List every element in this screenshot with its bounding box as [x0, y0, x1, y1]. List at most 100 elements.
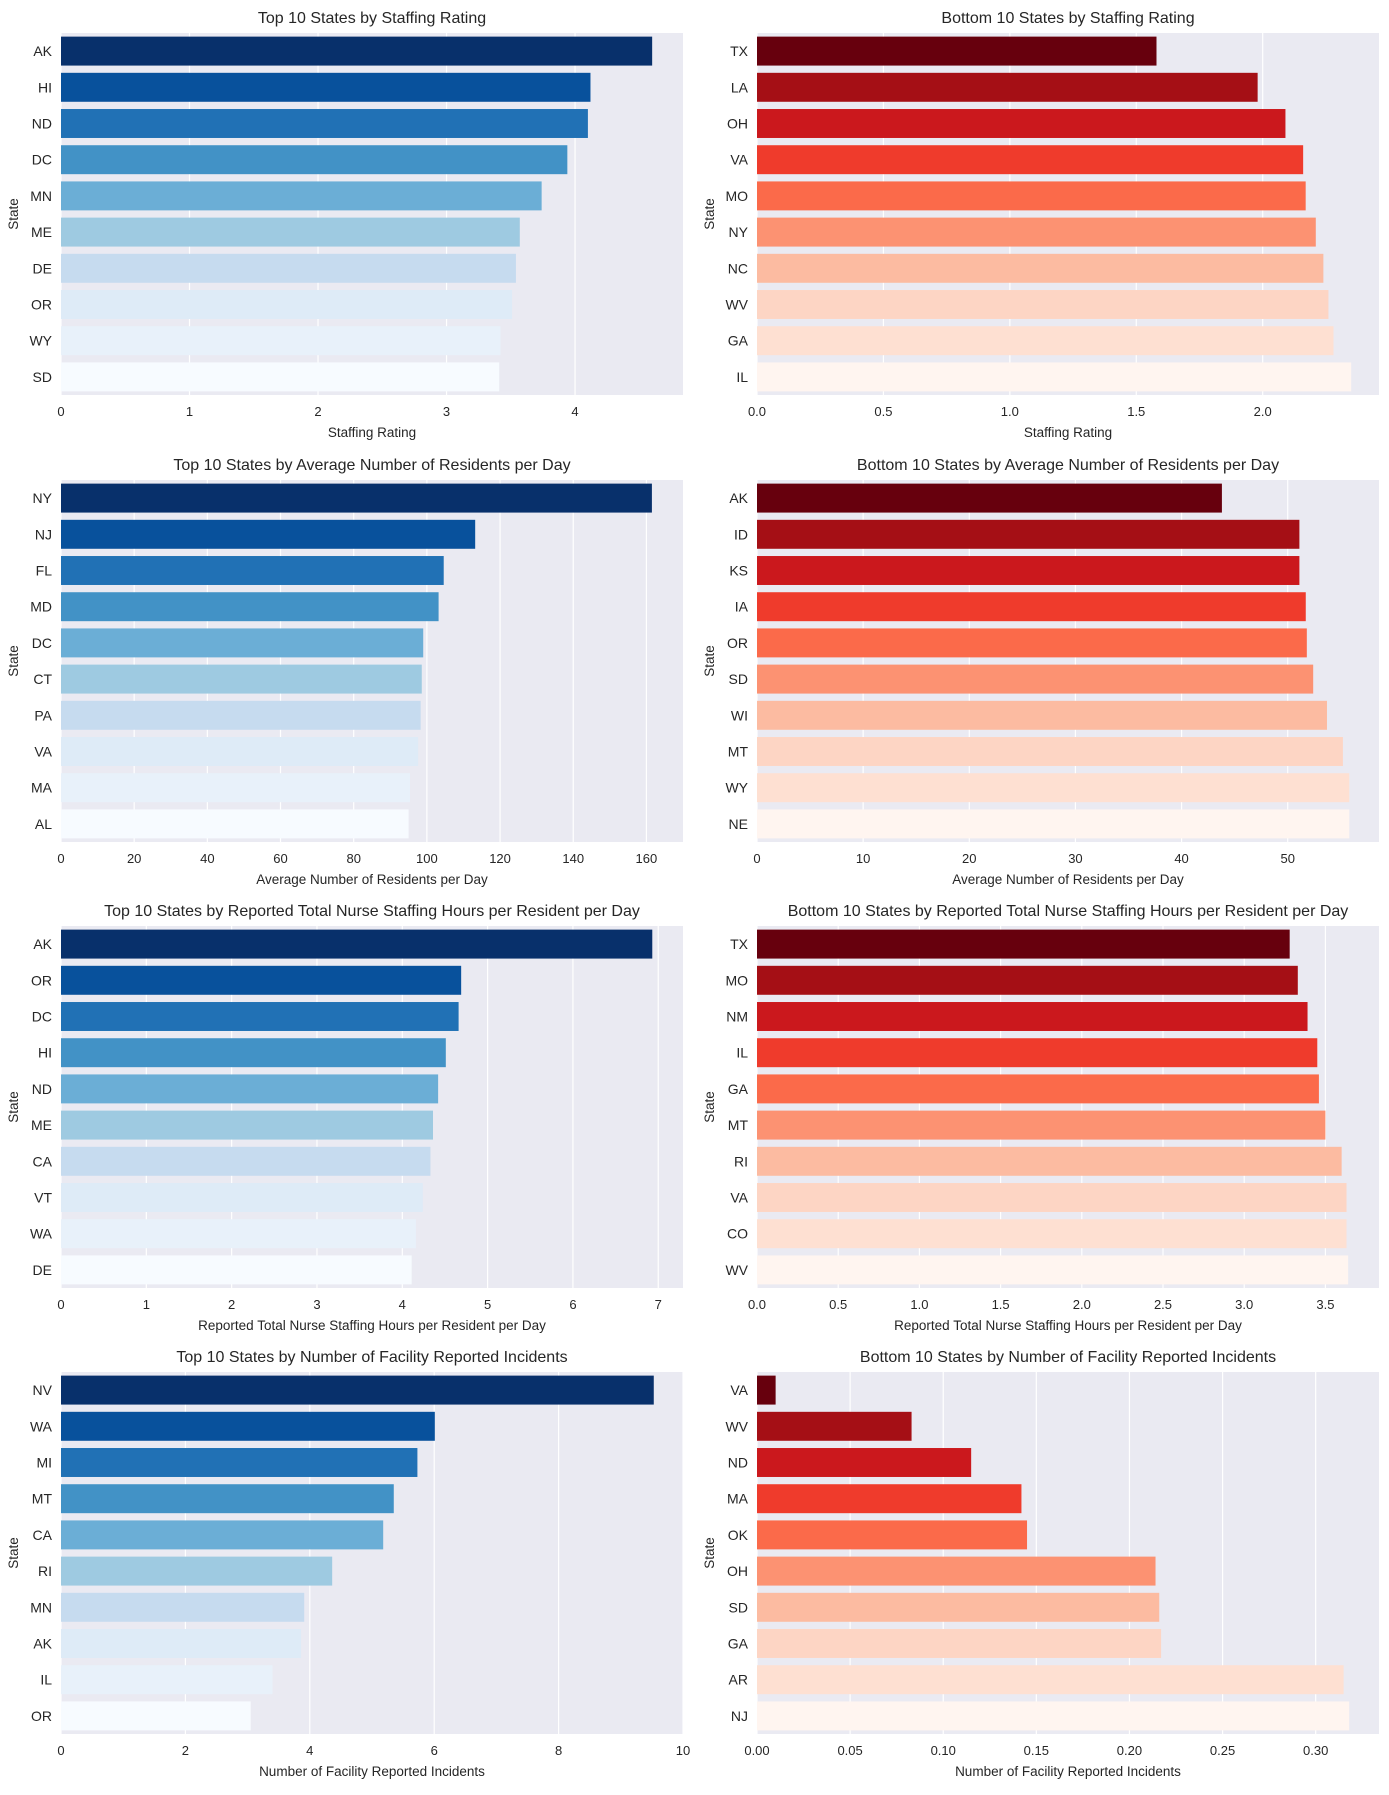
bar [61, 1665, 273, 1695]
bar [757, 628, 1307, 658]
y-axis-label: State [6, 1091, 21, 1123]
chart-title: Top 10 States by Average Number of Resid… [173, 457, 570, 474]
bar [757, 217, 1316, 247]
bar [61, 1629, 302, 1658]
y-tick-label: DC [32, 152, 52, 168]
bar [757, 1556, 1156, 1586]
bar [61, 737, 419, 766]
x-tick-label: 3 [313, 1297, 320, 1312]
x-tick-label: 10 [676, 1743, 690, 1758]
chart-panel: NV WA MI MT CA RI MN AK IL OR 0 2 4 6 8 10 Top 10 States… [6, 1349, 690, 1779]
y-tick-label: NM [726, 1009, 748, 1025]
x-tick-label: 2 [314, 404, 321, 419]
bar [757, 556, 1300, 585]
x-tick-label: 3 [443, 404, 450, 419]
y-tick-label: MT [728, 1117, 749, 1133]
y-tick-label: GA [728, 1636, 749, 1652]
x-tick-label: 160 [636, 851, 658, 866]
y-tick-label: VA [730, 1382, 748, 1398]
x-tick-label: 60 [273, 851, 287, 866]
y-tick-label: MA [31, 780, 53, 796]
y-axis-label: State [6, 198, 21, 230]
y-tick-label: WA [30, 1418, 53, 1434]
y-tick-label: VA [730, 1190, 748, 1206]
y-tick-label: WA [30, 1226, 53, 1242]
y-tick-label: VT [34, 1190, 52, 1206]
y-tick-label: AK [33, 936, 52, 952]
bar [61, 253, 516, 283]
y-tick-label: RI [734, 1153, 748, 1169]
y-tick-label: SD [33, 369, 52, 385]
bar [61, 773, 411, 803]
x-tick-label: 1 [186, 404, 193, 419]
x-axis-label: Staffing Rating [1024, 425, 1112, 440]
y-tick-label: NE [729, 816, 748, 832]
bar [757, 1665, 1344, 1695]
bar [757, 1255, 1349, 1285]
x-tick-label: 10 [856, 851, 870, 866]
bar [757, 519, 1300, 549]
x-tick-label: 3.0 [1235, 1297, 1253, 1312]
y-tick-label: MD [30, 599, 52, 615]
bar [61, 1701, 251, 1731]
bar [61, 1520, 384, 1550]
x-tick-label: 7 [655, 1297, 662, 1312]
chart-panel: AK OR DC HI ND ME CA VT WA DE 0 1 2 3 4 5 6 7 Top 10 State… [6, 903, 683, 1333]
bar [61, 809, 409, 839]
bar [61, 929, 653, 959]
x-axis-label: Number of Facility Reported Incidents [259, 1764, 485, 1779]
x-tick-label: 0 [57, 851, 64, 866]
bar [61, 109, 588, 138]
bar [61, 1592, 305, 1622]
y-tick-label: AK [33, 1636, 52, 1652]
bar [61, 362, 500, 392]
x-tick-label: 0.0 [748, 1297, 766, 1312]
y-tick-label: MT [728, 744, 749, 760]
bar [61, 290, 513, 319]
y-tick-label: WV [725, 1262, 748, 1278]
bar [757, 1411, 912, 1441]
bar [757, 965, 1298, 995]
y-tick-label: FL [36, 563, 53, 579]
y-tick-label: WY [29, 333, 52, 349]
x-tick-label: 140 [562, 851, 584, 866]
y-axis-label: State [702, 645, 717, 677]
x-tick-label: 1.5 [1127, 404, 1145, 419]
bar [61, 326, 501, 356]
y-tick-label: WV [725, 297, 748, 313]
y-tick-label: CT [33, 671, 52, 687]
bar [61, 592, 439, 622]
x-tick-label: 4 [399, 1297, 406, 1312]
y-tick-label: GA [728, 1081, 749, 1097]
bar [61, 1255, 412, 1285]
bar [757, 483, 1222, 513]
bar [757, 253, 1324, 283]
y-axis-label: State [702, 1537, 717, 1569]
x-tick-label: 2 [182, 1743, 189, 1758]
chart-panel: TX MO NM IL GA MT RI VA CO WV 0.0 0.5 1.0 1.5 2.0 2.5 3.… [702, 903, 1379, 1333]
x-tick-label: 100 [416, 851, 438, 866]
y-tick-label: IL [736, 369, 748, 385]
x-axis-label: Number of Facility Reported Incidents [955, 1764, 1181, 1779]
chart-panel: TX LA OH VA MO NY NC WV GA IL 0.0 0.5 1.0 1.5 2.0 Botto… [702, 10, 1379, 440]
bar [61, 700, 421, 730]
y-tick-label: TX [730, 936, 749, 952]
chart-title: Top 10 States by Reported Total Nurse St… [104, 903, 640, 920]
y-tick-label: MI [36, 1455, 52, 1471]
y-tick-label: MT [32, 1491, 53, 1507]
y-tick-label: ND [32, 1081, 52, 1097]
x-tick-label: 1 [143, 1297, 150, 1312]
bar [61, 1146, 431, 1176]
x-tick-label: 3.5 [1316, 1297, 1334, 1312]
y-tick-label: SD [729, 1599, 748, 1615]
bar [61, 145, 568, 175]
y-tick-label: OR [31, 1708, 52, 1724]
y-tick-label: IA [735, 599, 749, 615]
bar [61, 1002, 459, 1031]
bar [61, 1411, 435, 1441]
x-tick-label: 1.0 [910, 1297, 928, 1312]
bar [61, 1448, 418, 1477]
bar [61, 556, 444, 585]
x-tick-label: 5 [484, 1297, 491, 1312]
